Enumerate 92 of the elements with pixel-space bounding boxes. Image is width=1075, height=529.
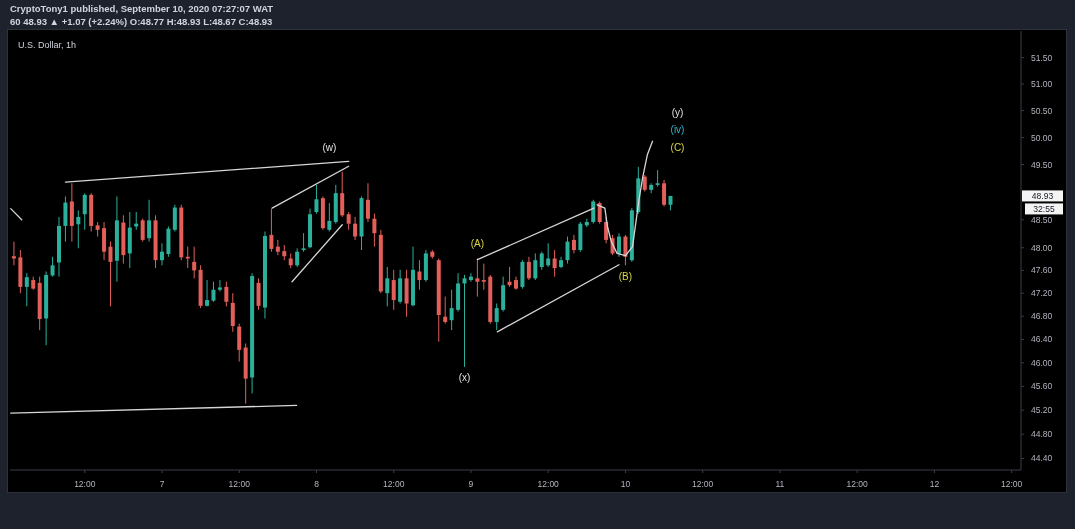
candlestick	[159, 242, 164, 266]
candlestick	[565, 236, 570, 265]
candlestick	[63, 195, 68, 243]
y-tick-label: 47.20	[1031, 288, 1053, 299]
candlestick	[314, 184, 319, 215]
annotation: (C)	[670, 141, 685, 153]
candlestick	[295, 247, 300, 268]
candlestick	[597, 200, 602, 225]
y-tick-label: 46.40	[1031, 334, 1053, 345]
y-tick-label: 45.20	[1031, 405, 1053, 416]
text: U.S. Dollar, 1h	[18, 40, 77, 50]
candlestick	[82, 192, 87, 231]
annotation: (y)	[671, 106, 684, 118]
candlestick	[385, 266, 390, 307]
y-tick-label: 44.40	[1031, 453, 1053, 464]
x-tick-label: 9	[468, 479, 474, 490]
x-tick-label: 12:00	[383, 479, 405, 490]
candlestick	[372, 213, 377, 248]
x-tick-label: 12:00	[537, 479, 560, 490]
candlestick	[462, 274, 467, 368]
annotation: (iv)	[670, 124, 685, 136]
candlestick	[140, 218, 145, 243]
x-tick-label: 12:00	[1001, 479, 1023, 490]
annotation: (A)	[470, 238, 485, 250]
candlestick	[172, 204, 177, 232]
annotation: (x)	[458, 372, 471, 384]
candlestick	[417, 259, 422, 291]
candlestick	[147, 199, 152, 243]
x-tick-label: 12:00	[228, 479, 251, 490]
candlestick	[224, 281, 229, 307]
x-tick-label: 7	[159, 479, 165, 490]
candlestick	[481, 263, 486, 291]
annotation: (B)	[618, 270, 633, 282]
text: CryptoTony1 published, September 10, 2020 07:27:07 WAT	[10, 3, 274, 14]
candlestick	[571, 234, 576, 254]
candlestick	[391, 269, 396, 311]
candlestick	[623, 234, 628, 266]
candlestick	[539, 251, 544, 271]
y-tick-label: 48.00	[1031, 242, 1053, 253]
candlestick	[655, 169, 660, 188]
candlestick	[230, 292, 235, 333]
candlestick	[327, 202, 332, 232]
candlestick	[662, 179, 667, 207]
line-series	[596, 140, 654, 257]
candlestick	[443, 296, 448, 325]
candlestick	[365, 182, 370, 223]
candlestick	[398, 269, 403, 305]
candlestick	[353, 216, 358, 241]
candlestick	[475, 257, 480, 298]
candlestick	[24, 272, 29, 307]
y-tick-label: 48.50	[1031, 214, 1053, 225]
candlestick	[340, 171, 345, 218]
candlestick	[526, 256, 531, 281]
y-tick-label: 51.00	[1031, 79, 1053, 89]
candlestick	[269, 208, 274, 253]
y-tick-label: 46.80	[1031, 311, 1053, 322]
x-tick-label: 10	[620, 479, 631, 490]
y-tick-label: 51.50	[1031, 52, 1053, 63]
x-tick-label: 12:00	[74, 479, 96, 490]
candlestick	[256, 277, 261, 311]
y-tick-label: 49.50	[1031, 159, 1053, 170]
candlestick	[552, 249, 557, 278]
annotation: (w)	[322, 141, 337, 153]
chart-subtitle: 60 48.93 ▲ +1.07 (+2.24%) O:48.77 H:48.93 L:48.67 C:48.93	[10, 16, 273, 27]
candlestick	[76, 209, 81, 249]
candlestick	[205, 279, 210, 307]
candlestick	[108, 241, 113, 307]
candlestick	[102, 221, 107, 261]
y-tick-label: 45.60	[1031, 381, 1053, 392]
x-tick-label: 11	[775, 479, 785, 490]
y-tick-label: 47.60	[1031, 265, 1053, 276]
x-tick-label: 8	[314, 479, 320, 490]
candlestick	[50, 256, 55, 278]
candlestick	[494, 303, 499, 331]
candlestick	[301, 232, 306, 253]
candlestick	[211, 281, 216, 303]
timer-tag: 32:55	[1025, 203, 1063, 215]
x-tick-label: 12:00	[846, 479, 869, 490]
candlestick	[546, 242, 551, 268]
candlestick	[192, 246, 197, 279]
price-tag: 48.93	[1022, 190, 1063, 202]
x-tick-label: 12:00	[692, 479, 714, 490]
candlestick	[616, 232, 621, 258]
candlestick	[237, 323, 242, 363]
y-tick-label: 50.50	[1031, 105, 1053, 116]
y-tick-label: 46.00	[1031, 357, 1053, 368]
y-tick-label: 50.00	[1031, 132, 1053, 143]
candlestick	[217, 279, 222, 292]
candlestick	[449, 289, 454, 331]
y-tick-label: 44.80	[1031, 429, 1053, 440]
x-tick-label: 12	[929, 479, 940, 490]
candlestick	[533, 252, 538, 281]
